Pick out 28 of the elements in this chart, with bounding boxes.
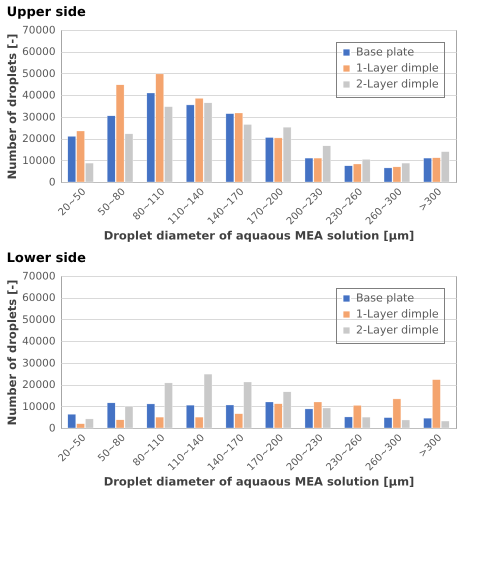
- y-tick-label: 30000: [22, 357, 56, 370]
- legend-label: 1-Layer dimple: [356, 62, 439, 74]
- legend-label: Base plate: [356, 46, 414, 58]
- y-tick-label: 10000: [22, 154, 56, 167]
- y-tick-label: 0: [48, 176, 56, 188]
- x-axis-title: Droplet diameter of aquaous MEA solution [µm]: [104, 474, 414, 488]
- y-tick-label: 30000: [22, 111, 56, 124]
- y-tick-label: 20000: [22, 379, 56, 392]
- y-tick-label: 70000: [22, 24, 56, 36]
- x-axis-title: Droplet diameter of aquaous MEA solution [µm]: [104, 228, 414, 242]
- y-tick-label: 60000: [22, 46, 56, 58]
- y-tick-label: 50000: [22, 68, 56, 80]
- y-tick-label: 10000: [22, 400, 56, 413]
- y-tick-label: 60000: [22, 292, 56, 304]
- y-tick-label: 0: [48, 422, 56, 434]
- y-tick-label: 70000: [22, 270, 56, 282]
- y-tick-label: 40000: [22, 336, 56, 348]
- legend-label: Base plate: [356, 292, 414, 304]
- legend-label: 1-Layer dimple: [356, 308, 439, 320]
- y-tick-label: 50000: [22, 314, 56, 326]
- chart-title: Upper side: [6, 5, 86, 20]
- legend-label: 2-Layer dimple: [356, 78, 439, 90]
- y-axis-title: Number of droplets [-]: [5, 34, 20, 180]
- legend-label: 2-Layer dimple: [356, 324, 439, 336]
- chart-title: Lower side: [6, 251, 86, 266]
- y-axis-title: Number of droplets [-]: [5, 280, 20, 426]
- y-tick-label: 40000: [22, 90, 56, 102]
- y-tick-label: 20000: [22, 133, 56, 146]
